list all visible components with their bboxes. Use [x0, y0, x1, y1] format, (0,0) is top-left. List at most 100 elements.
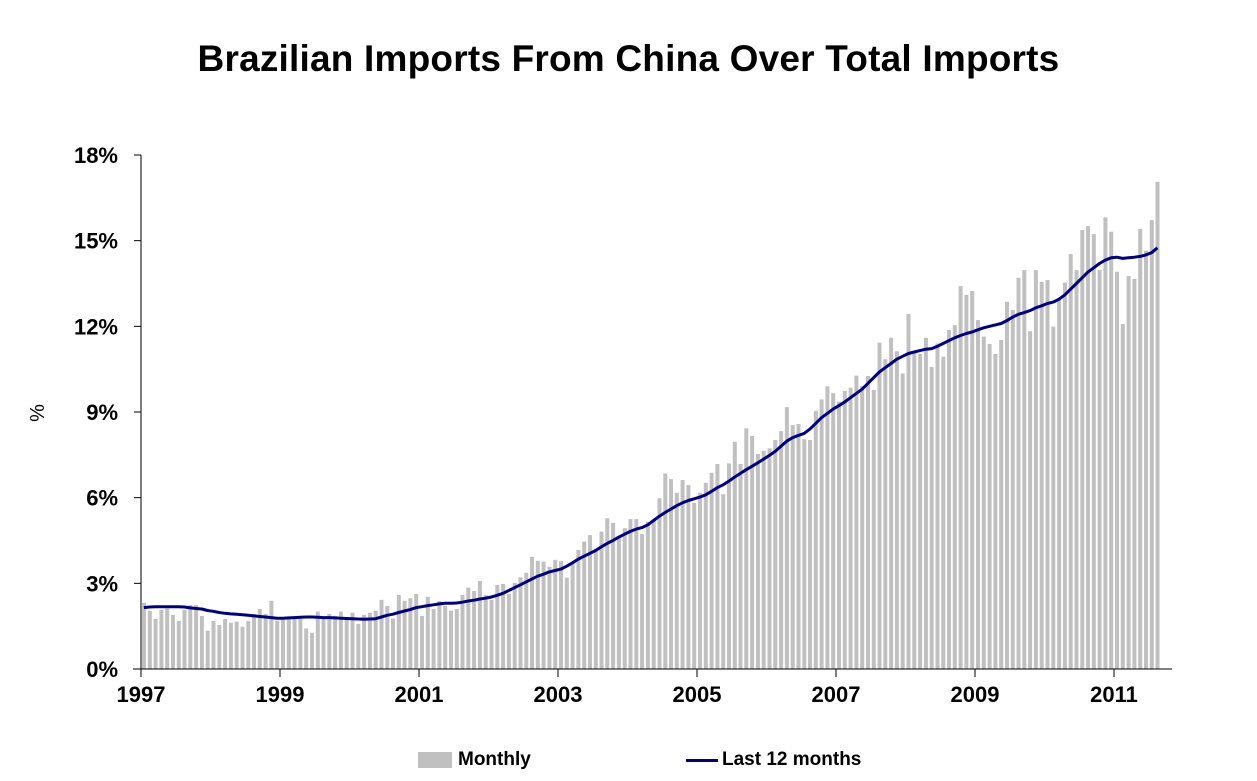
- monthly-bar: [443, 605, 448, 669]
- monthly-bar: [906, 314, 911, 669]
- monthly-bar: [431, 609, 436, 669]
- y-axis-label: %: [27, 404, 49, 422]
- monthly-bar: [182, 609, 187, 669]
- monthly-bar: [842, 390, 847, 669]
- y-tick-label: 15%: [74, 229, 118, 254]
- x-tick-label: 1999: [256, 682, 305, 707]
- monthly-bar: [1144, 250, 1148, 669]
- monthly-bar: [1155, 181, 1160, 670]
- monthly-bar: [582, 541, 587, 669]
- monthly-bar: [402, 600, 407, 669]
- monthly-bar: [1097, 270, 1102, 669]
- monthly-bar: [252, 613, 256, 669]
- monthly-bar: [715, 464, 720, 669]
- monthly-bar: [779, 431, 784, 669]
- monthly-bar: [912, 351, 917, 669]
- monthly-bar: [698, 492, 702, 669]
- monthly-bar: [1120, 324, 1125, 669]
- monthly-bar: [871, 390, 876, 669]
- monthly-bar: [396, 595, 401, 669]
- monthly-bar: [981, 336, 986, 669]
- monthly-bar: [680, 480, 685, 669]
- monthly-bar: [732, 441, 737, 669]
- monthly-bar: [211, 621, 216, 669]
- monthly-bar: [518, 577, 523, 669]
- monthly-bar: [564, 577, 569, 669]
- monthly-bar: [367, 612, 372, 669]
- monthly-bar: [199, 615, 204, 669]
- monthly-bar: [674, 492, 679, 669]
- monthly-bar: [159, 609, 164, 669]
- monthly-bar: [622, 528, 627, 669]
- monthly-bar: [663, 473, 668, 669]
- monthly-bar: [1016, 277, 1021, 669]
- monthly-bar: [947, 330, 951, 669]
- monthly-bar: [877, 342, 882, 669]
- monthly-bar: [275, 620, 280, 669]
- monthly-bar: [970, 290, 975, 669]
- monthly-bar: [1149, 220, 1154, 669]
- monthly-bar: [472, 591, 477, 669]
- monthly-bar: [176, 621, 181, 669]
- monthly-bar: [923, 337, 928, 669]
- monthly-bar: [350, 612, 355, 669]
- monthly-bar: [559, 561, 563, 669]
- legend-label-last-12-months: Last 12 months: [722, 749, 862, 770]
- monthly-bar: [576, 549, 581, 669]
- monthly-bar: [286, 618, 291, 669]
- monthly-bar: [831, 393, 836, 669]
- monthly-bar: [1115, 271, 1119, 669]
- monthly-bar: [941, 356, 946, 669]
- monthly-bar: [553, 559, 558, 669]
- monthly-bar: [750, 436, 755, 669]
- monthly-bar: [616, 536, 621, 669]
- monthly-bar: [304, 628, 309, 669]
- last-12-months-line: [143, 246, 1159, 621]
- x-tick-label: 2009: [951, 682, 1000, 707]
- x-tick-label: 2005: [673, 682, 722, 707]
- monthly-bar: [669, 479, 673, 669]
- monthly-bar: [860, 386, 865, 669]
- monthly-bar: [530, 556, 534, 669]
- monthly-bar: [599, 531, 604, 669]
- monthly-bar: [292, 618, 297, 669]
- monthly-bar: [1109, 231, 1114, 670]
- monthly-bar: [1033, 270, 1038, 669]
- monthly-bar: [147, 610, 152, 669]
- monthly-bar: [605, 518, 610, 669]
- monthly-bar: [773, 440, 778, 669]
- monthly-bar: [1126, 276, 1131, 669]
- monthly-bar: [240, 626, 245, 669]
- monthly-bar: [645, 521, 650, 669]
- monthly-bar: [808, 440, 812, 669]
- monthly-bar: [246, 621, 251, 669]
- monthly-bar: [900, 373, 905, 669]
- monthly-bar: [744, 428, 749, 669]
- monthly-bar: [952, 325, 957, 669]
- x-tick-label: 2003: [534, 682, 583, 707]
- chart-title: Brazilian Imports From China Over Total …: [197, 38, 1060, 79]
- monthly-bar: [495, 585, 500, 669]
- monthly-bar: [477, 581, 482, 669]
- x-tick-label: 2011: [1090, 682, 1138, 707]
- monthly-bar: [686, 485, 691, 669]
- monthly-bar: [1022, 270, 1027, 669]
- monthly-bar: [1005, 301, 1009, 669]
- monthly-bar: [918, 354, 923, 669]
- monthly-bar: [228, 622, 233, 669]
- x-tick-label: 2001: [395, 682, 444, 707]
- monthly-bar: [281, 619, 285, 669]
- monthly-bar: [837, 401, 841, 669]
- monthly-bar: [854, 375, 859, 669]
- monthly-bars: [142, 181, 1160, 670]
- monthly-bar: [1068, 254, 1073, 669]
- monthly-bar: [234, 621, 239, 669]
- monthly-bar: [541, 561, 546, 669]
- monthly-bar: [813, 410, 818, 669]
- monthly-bar: [709, 472, 714, 669]
- x-tick-label: 1997: [117, 682, 166, 707]
- monthly-bar: [1051, 326, 1056, 669]
- y-tick-label: 0%: [86, 657, 118, 682]
- monthly-bar: [889, 337, 894, 669]
- monthly-bar: [269, 600, 274, 669]
